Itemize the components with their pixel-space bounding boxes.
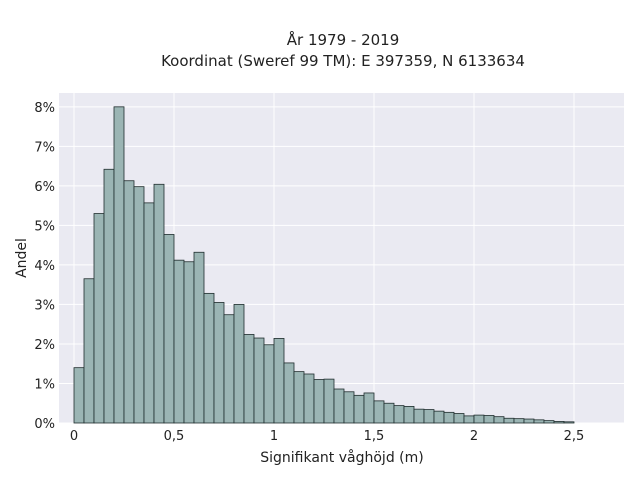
x-tick-label: 0 xyxy=(70,429,78,444)
histogram-bar xyxy=(543,420,555,424)
histogram-bar xyxy=(513,418,525,424)
histogram-bar xyxy=(153,183,165,424)
histogram-bar xyxy=(493,416,505,424)
histogram-bar xyxy=(203,292,215,424)
y-tick-label: 6% xyxy=(34,180,55,195)
histogram-bar xyxy=(113,106,125,424)
histogram-bar xyxy=(83,278,95,424)
histogram-bar xyxy=(273,338,285,424)
x-tick-label: 1,5 xyxy=(364,429,385,444)
histogram-bar xyxy=(463,415,475,424)
histogram-bar xyxy=(223,314,235,424)
x-tick-label: 0,5 xyxy=(164,429,185,444)
histogram-bar xyxy=(193,251,205,424)
histogram-bar xyxy=(353,394,365,424)
histogram-bar xyxy=(303,373,315,424)
x-tick-label: 2 xyxy=(470,429,478,444)
y-tick-label: 2% xyxy=(34,338,55,353)
histogram-bar xyxy=(163,234,175,424)
y-tick-label: 8% xyxy=(34,101,55,116)
y-axis-label: Andel xyxy=(14,238,30,278)
histogram-bar xyxy=(243,334,255,424)
y-tick-label: 3% xyxy=(34,298,55,313)
histogram-bar xyxy=(473,414,485,424)
histogram-bar xyxy=(263,344,275,424)
histogram-bar xyxy=(383,402,395,424)
histogram-bar xyxy=(103,168,115,424)
histogram-bar xyxy=(93,213,105,424)
histogram-bar xyxy=(523,418,535,424)
chart-title: År 1979 - 2019 xyxy=(287,30,400,49)
histogram-bar xyxy=(323,378,335,424)
histogram-bar xyxy=(283,362,295,424)
y-tick-label: 5% xyxy=(34,219,55,234)
histogram-bar xyxy=(563,421,575,424)
histogram-bar xyxy=(533,419,545,424)
histogram-bar xyxy=(453,413,465,424)
histogram-bar xyxy=(393,405,405,424)
histogram-bar xyxy=(123,180,135,424)
y-tick-label: 1% xyxy=(34,377,55,392)
histogram-bar xyxy=(443,411,455,424)
histogram-bar xyxy=(553,421,565,424)
histogram-bar xyxy=(293,371,305,424)
histogram-bar xyxy=(403,406,415,424)
histogram-bar xyxy=(183,261,195,424)
histogram-bar xyxy=(233,304,245,424)
x-axis-label: Signifikant våghöjd (m) xyxy=(260,449,423,466)
histogram-bar xyxy=(433,410,445,424)
chart-subtitle: Koordinat (Sweref 99 TM): E 397359, N 61… xyxy=(161,52,525,70)
histogram-bar xyxy=(413,408,425,424)
histogram-bar xyxy=(253,337,265,424)
histogram-bar xyxy=(363,392,375,424)
histogram-bar xyxy=(213,302,225,424)
y-tick-label: 7% xyxy=(34,140,55,155)
histogram-bar xyxy=(343,391,355,424)
histogram-bar xyxy=(173,259,185,424)
histogram-bar xyxy=(143,202,155,424)
histogram-bar xyxy=(423,409,435,424)
bars xyxy=(73,106,575,424)
tick-labels: 0% 1% 2% 3% 4% 5% 6% 7% 8% 0 0,5 1 1,5 2 2,5 xyxy=(34,101,584,444)
y-tick-label: 4% xyxy=(34,259,55,274)
histogram-bar xyxy=(333,388,345,424)
histogram-bar xyxy=(133,186,145,424)
histogram-bar xyxy=(373,400,385,424)
histogram-bar xyxy=(483,415,495,424)
y-tick-label: 0% xyxy=(34,417,55,432)
x-tick-label: 2,5 xyxy=(564,429,585,444)
histogram-bar xyxy=(73,367,85,424)
histogram-bar xyxy=(503,417,515,424)
histogram-bar xyxy=(313,379,325,424)
x-tick-label: 1 xyxy=(270,429,278,444)
